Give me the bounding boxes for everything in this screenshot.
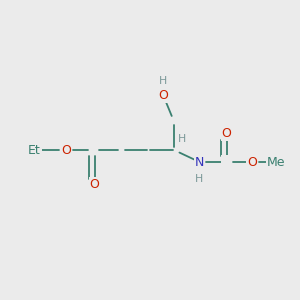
Text: O: O: [61, 143, 71, 157]
Text: O: O: [247, 155, 257, 169]
Text: Me: Me: [267, 155, 285, 169]
Text: N: N: [195, 155, 204, 169]
Text: C: C: [222, 155, 231, 169]
Text: O: O: [222, 127, 231, 140]
Text: O: O: [159, 89, 168, 103]
Text: Et: Et: [28, 143, 41, 157]
Text: H: H: [195, 173, 204, 184]
Text: H: H: [159, 76, 168, 86]
Text: H: H: [178, 134, 187, 145]
Text: O: O: [90, 178, 99, 191]
